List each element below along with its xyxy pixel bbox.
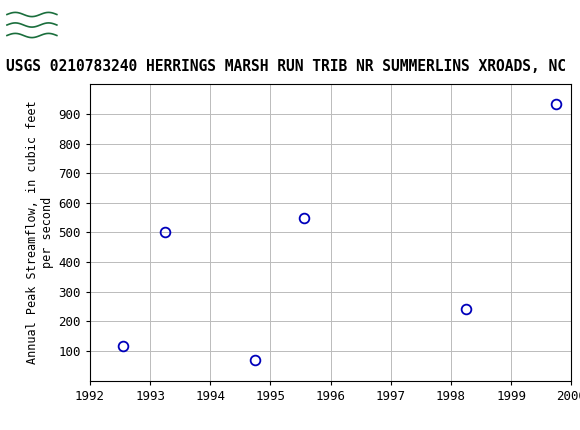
Text: USGS: USGS [67, 15, 130, 35]
Y-axis label: Annual Peak Streamflow, in cubic feet
per second: Annual Peak Streamflow, in cubic feet pe… [26, 101, 54, 364]
FancyBboxPatch shape [6, 4, 58, 46]
Text: USGS 0210783240 HERRINGS MARSH RUN TRIB NR SUMMERLINS XROADS, NC: USGS 0210783240 HERRINGS MARSH RUN TRIB … [6, 59, 566, 74]
